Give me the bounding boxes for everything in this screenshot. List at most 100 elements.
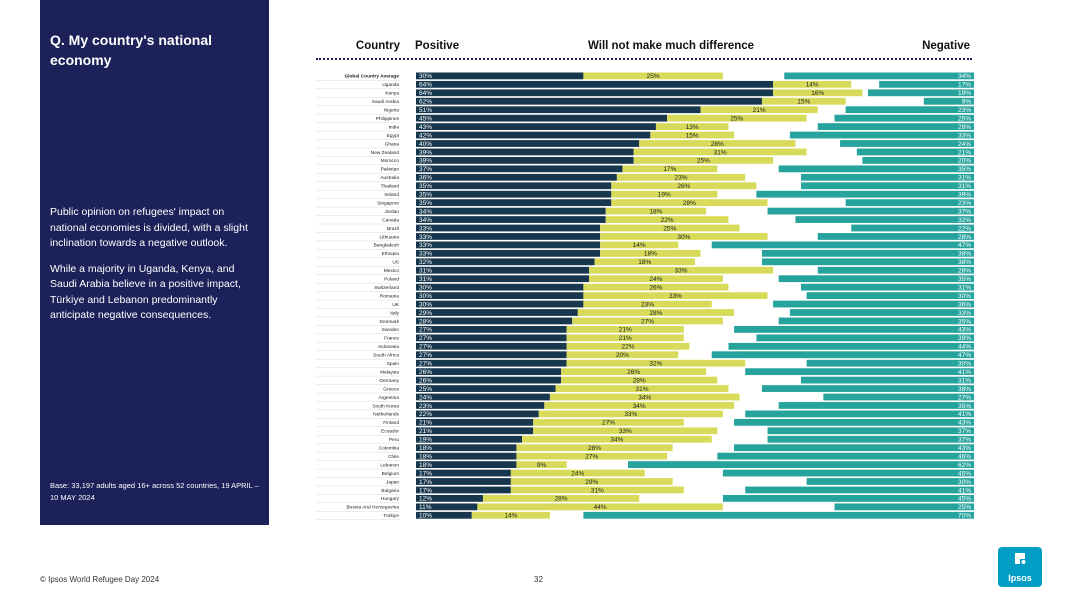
bar-positive: [416, 89, 774, 97]
bar-neutral: [516, 461, 567, 468]
value-label-positive: 27%: [419, 352, 432, 359]
country-label: Hungary: [381, 496, 400, 502]
value-label-positive: 34%: [419, 217, 432, 224]
value-label-positive: 62%: [419, 99, 432, 106]
value-label-neutral: 18%: [638, 259, 651, 266]
value-label-negative: 35%: [958, 403, 971, 410]
bar-positive: [416, 241, 601, 249]
bar-neutral: [566, 351, 679, 359]
country-label: Japan: [386, 479, 399, 485]
country-label: Colombia: [379, 446, 400, 452]
bar-negative: [756, 334, 974, 342]
bar-positive: [416, 140, 640, 147]
bar-negative: [862, 157, 974, 164]
country-label: Ghana: [385, 141, 400, 147]
country-label: South Africa: [373, 353, 399, 359]
bar-positive: [416, 114, 668, 122]
bar-negative: [778, 402, 974, 409]
bar-positive: [416, 173, 617, 181]
bar-neutral: [549, 393, 740, 401]
value-label-positive: 64%: [419, 82, 432, 89]
bar-negative: [845, 199, 974, 207]
value-label-neutral: 14%: [504, 513, 517, 520]
value-label-neutral: 9%: [537, 462, 547, 469]
page-number: 32: [534, 575, 543, 584]
bar-negative: [734, 418, 974, 426]
value-label-neutral: 33%: [619, 428, 632, 435]
value-label-positive: 34%: [419, 208, 432, 215]
value-label-positive: 33%: [419, 251, 432, 258]
value-label-negative: 46%: [958, 453, 971, 460]
bar-neutral: [639, 140, 796, 147]
value-label-neutral: 15%: [797, 99, 810, 106]
country-label: Malaysia: [380, 369, 399, 375]
value-label-negative: 44%: [958, 344, 971, 351]
value-label-negative: 25%: [958, 504, 971, 511]
value-label-positive: 27%: [419, 361, 432, 368]
bar-positive: [416, 233, 601, 240]
bar-neutral: [516, 444, 673, 452]
value-label-negative: 38%: [958, 259, 971, 266]
bar-neutral: [577, 309, 735, 316]
bar-positive: [416, 376, 562, 384]
country-label: Canada: [382, 217, 399, 223]
value-label-positive: 17%: [419, 479, 432, 486]
value-label-negative: 36%: [958, 301, 971, 308]
value-label-positive: 30%: [419, 284, 432, 291]
value-label-positive: 24%: [419, 394, 432, 401]
bar-positive: [416, 511, 472, 519]
value-label-neutral: 34%: [638, 394, 651, 401]
bar-neutral: [533, 418, 684, 426]
value-label-neutral: 14%: [633, 242, 646, 249]
bar-positive: [416, 368, 562, 376]
bar-neutral: [583, 292, 768, 299]
value-label-positive: 31%: [419, 276, 432, 283]
bar-neutral: [605, 216, 729, 223]
value-label-neutral: 15%: [686, 132, 699, 139]
question-title: Q. My country's national economy: [50, 32, 213, 68]
bar-positive: [416, 182, 612, 190]
country-label: Mexico: [384, 268, 400, 274]
value-label-negative: 35%: [958, 276, 971, 283]
value-label-positive: 17%: [419, 487, 432, 494]
value-label-positive: 27%: [419, 344, 432, 351]
country-label: Bosnia And Herzegovina: [346, 505, 399, 511]
value-label-positive: 21%: [419, 428, 432, 435]
bar-positive: [416, 216, 606, 223]
value-label-neutral: 26%: [677, 183, 690, 190]
bar-negative: [722, 495, 974, 502]
bar-neutral: [510, 486, 684, 494]
bar-negative: [773, 300, 974, 308]
bar-neutral: [482, 495, 640, 502]
value-label-negative: 43%: [958, 420, 971, 427]
value-label-neutral: 16%: [811, 90, 824, 97]
value-label-negative: 31%: [958, 183, 971, 190]
value-label-negative: 27%: [958, 394, 971, 401]
country-label: Uganda: [382, 82, 399, 88]
value-label-positive: 18%: [419, 445, 432, 452]
bar-positive: [416, 131, 651, 139]
value-label-negative: 45%: [958, 496, 971, 503]
value-label-neutral: 28%: [588, 445, 601, 452]
value-label-neutral: 27%: [585, 453, 598, 460]
country-label: US: [392, 260, 399, 266]
value-label-negative: 31%: [958, 284, 971, 291]
value-label-negative: 45%: [958, 470, 971, 477]
header-country: Country: [355, 40, 400, 52]
value-label-neutral: 14%: [806, 82, 819, 89]
country-label: Thailand: [381, 184, 400, 190]
header-divider: [316, 58, 972, 60]
bar-positive: [416, 452, 517, 460]
value-label-negative: 47%: [958, 242, 971, 249]
bar-positive: [416, 503, 478, 511]
value-label-positive: 26%: [419, 369, 432, 376]
bar-neutral: [600, 249, 701, 257]
bar-negative: [628, 461, 974, 468]
value-label-neutral: 13%: [686, 124, 699, 131]
bar-neutral: [566, 326, 684, 333]
value-label-negative: 30%: [958, 293, 971, 300]
bar-negative: [806, 478, 974, 485]
bar-positive: [416, 190, 612, 198]
side-panel: Q. My country's national economy Public …: [40, 0, 269, 525]
value-label-neutral: 18%: [644, 251, 657, 258]
